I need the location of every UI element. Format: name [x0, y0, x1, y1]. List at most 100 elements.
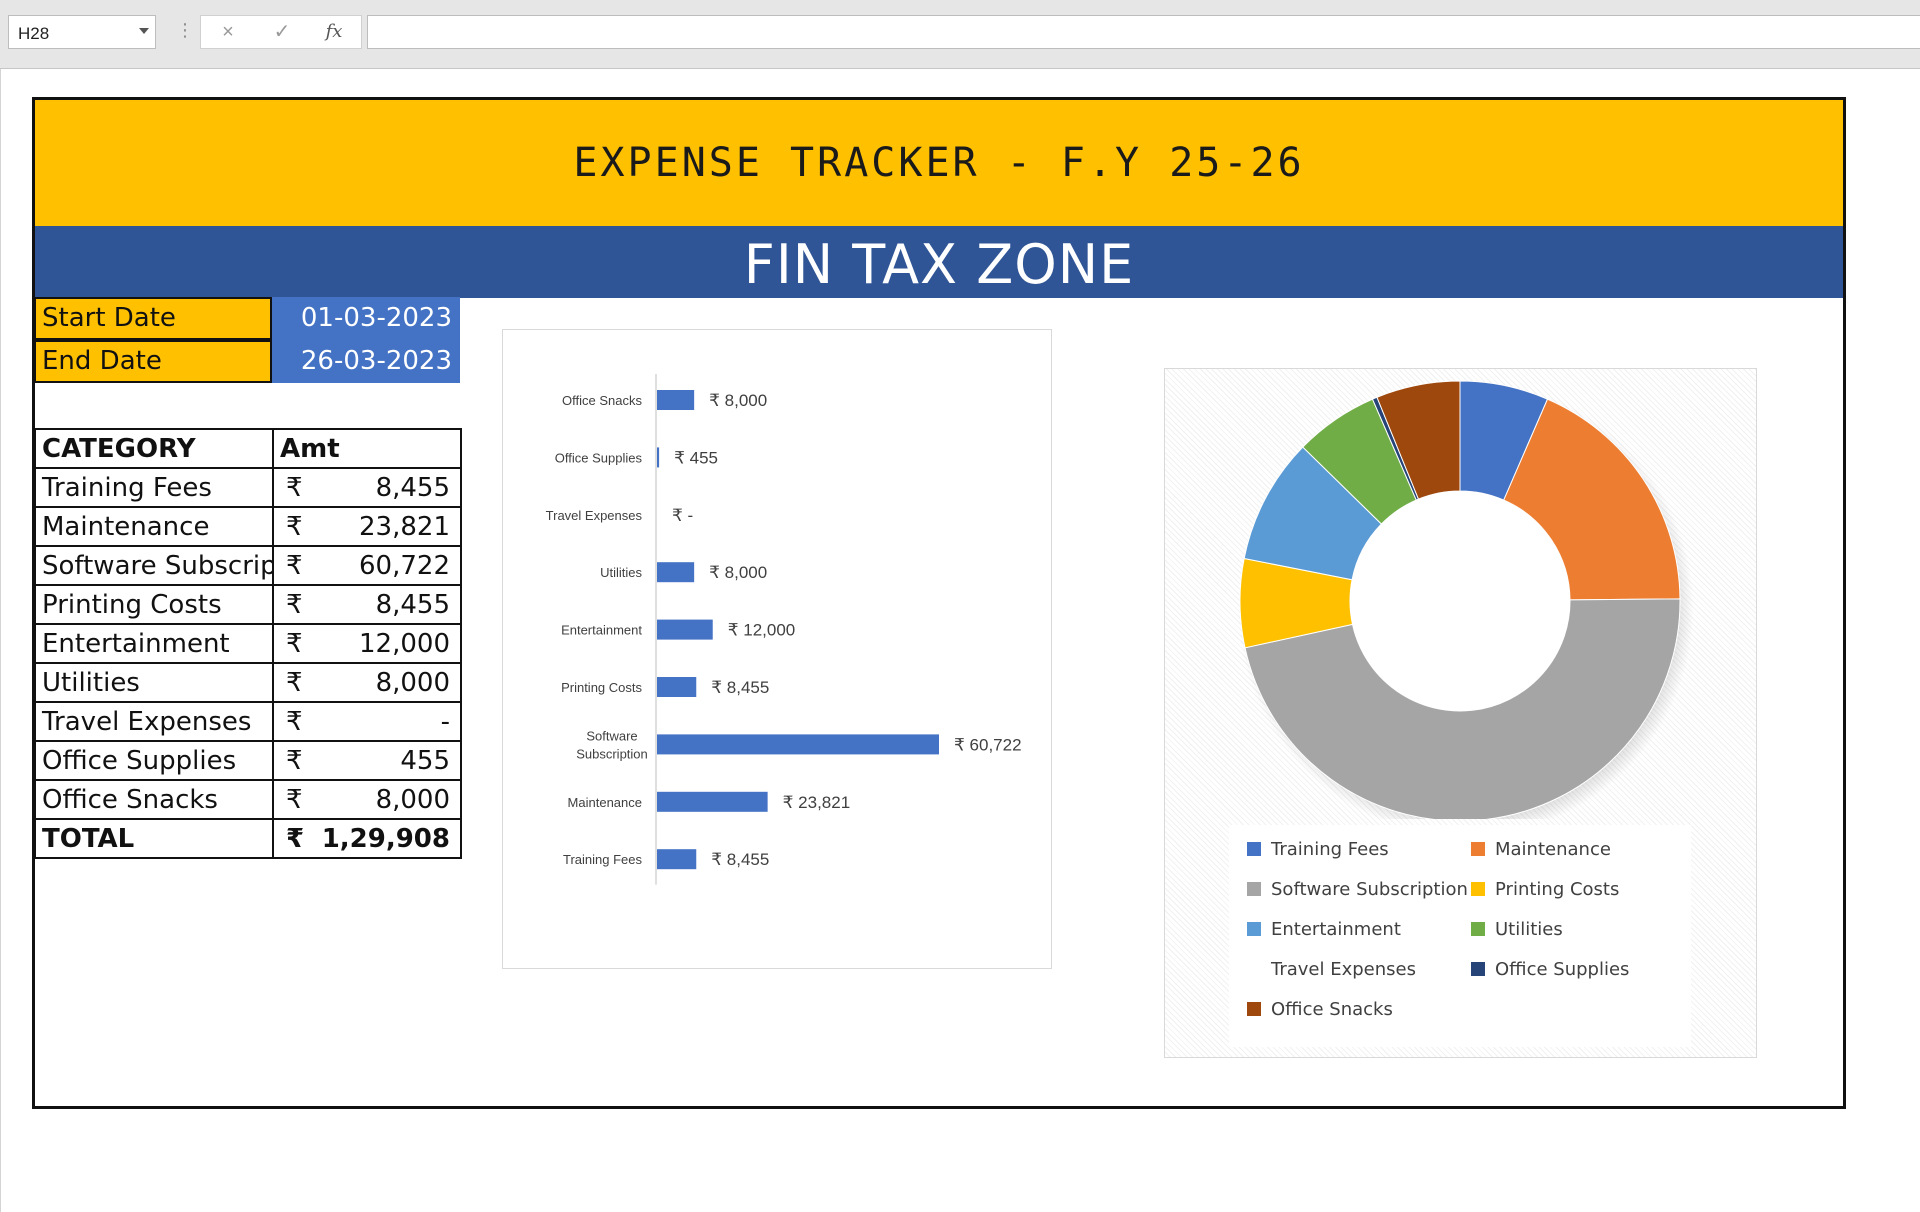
legend-label: Maintenance — [1495, 839, 1611, 860]
bar-data-label: ₹ 8,000 — [709, 391, 767, 410]
legend-swatch — [1471, 922, 1485, 936]
bar-data-label: ₹ 60,722 — [954, 735, 1022, 754]
category-cell[interactable]: Maintenance — [34, 506, 274, 547]
category-cell[interactable]: Travel Expenses — [34, 701, 274, 742]
legend-swatch — [1247, 1002, 1261, 1016]
donut-slice — [1503, 398, 1681, 601]
category-cell[interactable]: Printing Costs — [34, 584, 274, 625]
currency-symbol: ₹ — [286, 629, 303, 659]
legend-item: Office Supplies — [1471, 959, 1629, 980]
start-date-value[interactable]: 01-03-2023 — [272, 297, 460, 340]
legend-swatch — [1247, 962, 1261, 976]
bar-chart[interactable]: Office Snacks ₹ 8,000 Office Supplies ₹ 455… — [502, 329, 1052, 969]
table-header-row: CATEGORY Amt — [34, 428, 462, 469]
bar-category-label: Office Snacks — [562, 393, 642, 408]
currency-symbol: ₹ — [286, 668, 303, 698]
bar-category-label: Office Supplies — [555, 450, 643, 465]
total-label[interactable]: TOTAL — [34, 818, 274, 859]
category-cell[interactable]: Utilities — [34, 662, 274, 703]
table-row: Travel Expenses ₹ - — [34, 701, 462, 742]
legend-swatch — [1471, 842, 1485, 856]
chevron-down-icon[interactable] — [139, 28, 149, 34]
legend-label: Training Fees — [1271, 839, 1389, 860]
title-banner: EXPENSE TRACKER - F.Y 25-26 — [35, 100, 1843, 226]
bar — [657, 619, 713, 640]
category-cell[interactable]: Training Fees — [34, 467, 274, 508]
amount-value: 60,722 — [359, 551, 450, 581]
start-date-label[interactable]: Start Date — [34, 297, 272, 340]
legend-item: Office Snacks — [1247, 999, 1393, 1020]
donut-hole — [1350, 491, 1570, 711]
amount-cell[interactable]: ₹455 — [272, 740, 462, 781]
table-row: Software Subscription ₹60,722 — [34, 545, 462, 586]
header-amount-label: Amt — [280, 434, 340, 464]
header-category[interactable]: CATEGORY — [34, 428, 274, 469]
legend-swatch — [1471, 882, 1485, 896]
category-cell[interactable]: Office Snacks — [34, 779, 274, 820]
legend-swatch — [1247, 882, 1261, 896]
name-box[interactable]: H28 — [8, 15, 156, 49]
enter-icon[interactable]: ✓ — [273, 21, 291, 43]
cancel-icon[interactable]: × — [222, 21, 234, 43]
legend-item: Maintenance — [1471, 839, 1611, 860]
bar-category-label: Entertainment — [561, 623, 642, 638]
legend-swatch — [1247, 842, 1261, 856]
legend-label: Office Snacks — [1271, 999, 1393, 1020]
bar-category-label: Maintenance — [568, 795, 642, 810]
donut-slice — [1376, 380, 1461, 500]
total-row: TOTAL ₹1,29,908 — [34, 818, 462, 859]
table-row: Office Supplies ₹455 — [34, 740, 462, 781]
category-cell[interactable]: Entertainment — [34, 623, 274, 664]
legend-item: Travel Expenses — [1247, 959, 1416, 980]
table-row: Printing Costs ₹8,455 — [34, 584, 462, 625]
insert-function-icon[interactable]: fx — [325, 21, 343, 42]
formula-buttons: × ✓ fx — [200, 15, 362, 49]
legend-swatch — [1247, 922, 1261, 936]
category-cell[interactable]: Software Subscription — [34, 545, 274, 586]
amount-value: - — [440, 707, 450, 737]
currency-symbol: ₹ — [286, 512, 303, 542]
amount-cell[interactable]: ₹60,722 — [272, 545, 462, 586]
legend-item: Utilities — [1471, 919, 1563, 940]
donut-slice — [1244, 598, 1681, 819]
bar — [657, 562, 695, 583]
currency-symbol: ₹ — [286, 824, 305, 854]
amount-cell[interactable]: ₹8,455 — [272, 584, 462, 625]
legend-swatch — [1471, 962, 1485, 976]
bar — [657, 677, 697, 697]
amount-value: 23,821 — [359, 512, 450, 542]
formula-input[interactable] — [367, 15, 1920, 49]
currency-symbol: ₹ — [286, 551, 303, 581]
category-cell[interactable]: Office Supplies — [34, 740, 274, 781]
amount-cell[interactable]: ₹8,000 — [272, 662, 462, 703]
table-row: Office Snacks ₹8,000 — [34, 779, 462, 820]
bar — [657, 390, 695, 410]
donut-chart[interactable]: Training Fees Maintenance Software Subscri… — [1164, 368, 1757, 1058]
amount-cell[interactable]: ₹12,000 — [272, 623, 462, 664]
amount-cell[interactable]: ₹ - — [272, 701, 462, 742]
amount-value: 12,000 — [359, 629, 450, 659]
legend-item: Printing Costs — [1471, 879, 1619, 900]
table-row: Training Fees ₹8,455 — [34, 467, 462, 508]
amount-cell[interactable]: ₹8,455 — [272, 467, 462, 508]
bar-category-label: Software Subscription — [576, 728, 648, 761]
category-table: CATEGORY Amt Training Fees ₹8,455 Mainte… — [34, 428, 462, 859]
bar-data-label: ₹ 23,821 — [783, 793, 851, 812]
bar-category-label: Travel Expenses — [546, 508, 643, 523]
legend-item: Training Fees — [1247, 839, 1389, 860]
bar-category-label: Printing Costs — [561, 680, 642, 695]
dashboard-title: EXPENSE TRACKER - F.Y 25-26 — [573, 140, 1305, 186]
header-amount[interactable]: Amt — [272, 428, 462, 469]
amount-cell[interactable]: ₹23,821 — [272, 506, 462, 547]
total-amount-cell[interactable]: ₹1,29,908 — [272, 818, 462, 859]
more-options-icon[interactable]: ⋮ — [176, 20, 194, 40]
table-row: Entertainment ₹12,000 — [34, 623, 462, 664]
bar-data-label: ₹ 12,000 — [728, 621, 796, 640]
legend-label: Utilities — [1495, 919, 1563, 940]
end-date-label[interactable]: End Date — [34, 340, 272, 383]
legend-label: Entertainment — [1271, 919, 1401, 940]
donut-legend: Training Fees Maintenance Software Subscri… — [1229, 825, 1691, 1047]
bar-data-label: ₹ 455 — [674, 448, 718, 467]
amount-cell[interactable]: ₹8,000 — [272, 779, 462, 820]
end-date-value[interactable]: 26-03-2023 — [272, 340, 460, 383]
